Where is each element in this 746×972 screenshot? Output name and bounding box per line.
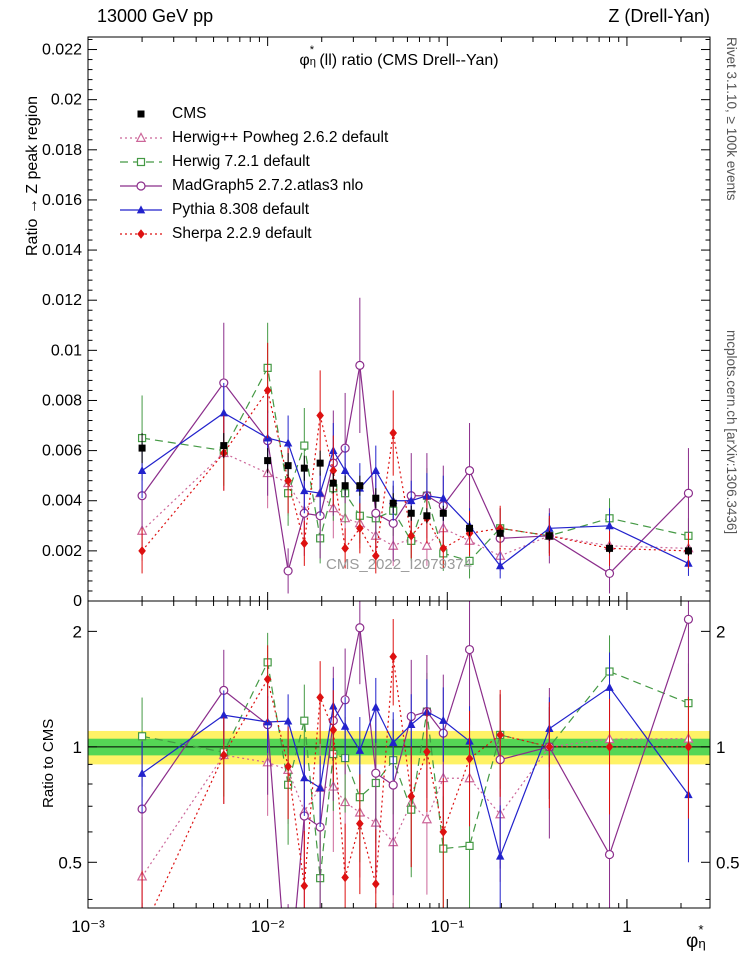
x-axis-title: φ * η [686,922,710,953]
series-ratio-2 [137,632,693,908]
header-process: Z (Drell-Yan) [608,6,710,26]
svg-text:10⁻³: 10⁻³ [71,917,105,936]
bottom-panel-frame [87,600,711,909]
header-beam-energy: 13000 GeV pp [97,6,214,26]
legend-label-3: MadGraph5 2.7.2.atlas3 nlo [172,177,364,194]
legend: CMS Herwig++ Powheg 2.6.2 default Herwig 7… [118,102,388,246]
y-axis-title-top: Ratio → Z peak region [24,95,41,256]
svg-text:0.006: 0.006 [42,443,82,460]
legend-marker-icon-4 [120,205,162,214]
svg-text:0.5: 0.5 [58,853,82,872]
legend-marker-icon-1 [120,132,162,142]
svg-text:0.014: 0.014 [42,242,82,259]
legend-label-2: Herwig 7.2.1 default [172,153,310,170]
plot-title: φ * η (ll) ratio (CMS Drell--Yan) [88,43,710,70]
analysis-id-watermark: CMS_2022_I2079374 [326,556,472,573]
svg-text:0.02: 0.02 [51,92,82,109]
legend-item-4: Pythia 8.308 default [118,198,388,222]
uncertainty-bands [88,730,710,765]
series-ratio-4 [137,652,693,908]
svg-text:0.022: 0.022 [42,42,82,59]
axis-tick-labels: 0 0.002 0.004 0.006 0.008 0.01 0.012 0.014 0.016… [42,42,740,936]
svg-text:10⁻¹: 10⁻¹ [431,917,465,936]
legend-item-1: Herwig++ Powheg 2.6.2 default [118,126,388,150]
svg-text:10⁻²: 10⁻² [251,917,285,936]
svg-text:0.008: 0.008 [42,392,82,409]
legend-item-0: CMS [118,102,388,126]
svg-text:0.5: 0.5 [716,853,740,872]
svg-text:0.012: 0.012 [42,292,82,309]
mcplots-reference-note: mcplots.cern.ch [arXiv:1306.3436] [724,330,739,535]
svg-text:0.018: 0.018 [42,142,82,159]
legend-marker-icon-3 [120,181,162,191]
svg-text:0: 0 [73,593,82,610]
rivet-version-note: Rivet 3.1.10, ≥ 100k events [724,37,739,201]
legend-label-5: Sherpa 2.2.9 default [172,225,312,242]
y-axis-title-bottom: Ratio to CMS [40,718,57,808]
legend-item-5: Sherpa 2.2.9 default [118,222,388,246]
series-ratio-5 [141,619,693,908]
series-top-2 [137,322,693,579]
svg-text:0.004: 0.004 [42,493,82,510]
svg-text:0.016: 0.016 [42,192,82,209]
plot-title-phi: φ [299,52,310,69]
legend-label-0: CMS [172,105,207,122]
x-axis-title-supsub: * η [698,922,706,951]
x-axis-title-phi: φ [686,931,699,952]
svg-text:2: 2 [716,622,725,641]
svg-text:1: 1 [716,738,725,757]
legend-marker-icon-5 [120,229,162,239]
plot-title-rest: (ll) ratio (CMS Drell--Yan) [319,52,499,69]
svg-text:0.01: 0.01 [51,342,82,359]
legend-marker-icon-2 [120,157,162,167]
legend-label-1: Herwig++ Powheg 2.6.2 default [172,129,389,146]
series-top-0 [138,433,692,556]
legend-item-2: Herwig 7.2.1 default [118,150,388,174]
legend-item-3: MadGraph5 2.7.2.atlas3 nlo [118,174,388,198]
svg-text:2: 2 [73,622,82,641]
svg-text:1: 1 [622,917,631,936]
svg-text:0.002: 0.002 [42,543,82,560]
legend-marker-icon-0 [137,110,145,118]
svg-text:1: 1 [73,738,82,757]
plot-title-supsub: * η [309,43,316,69]
legend-label-4: Pythia 8.308 default [172,201,310,218]
